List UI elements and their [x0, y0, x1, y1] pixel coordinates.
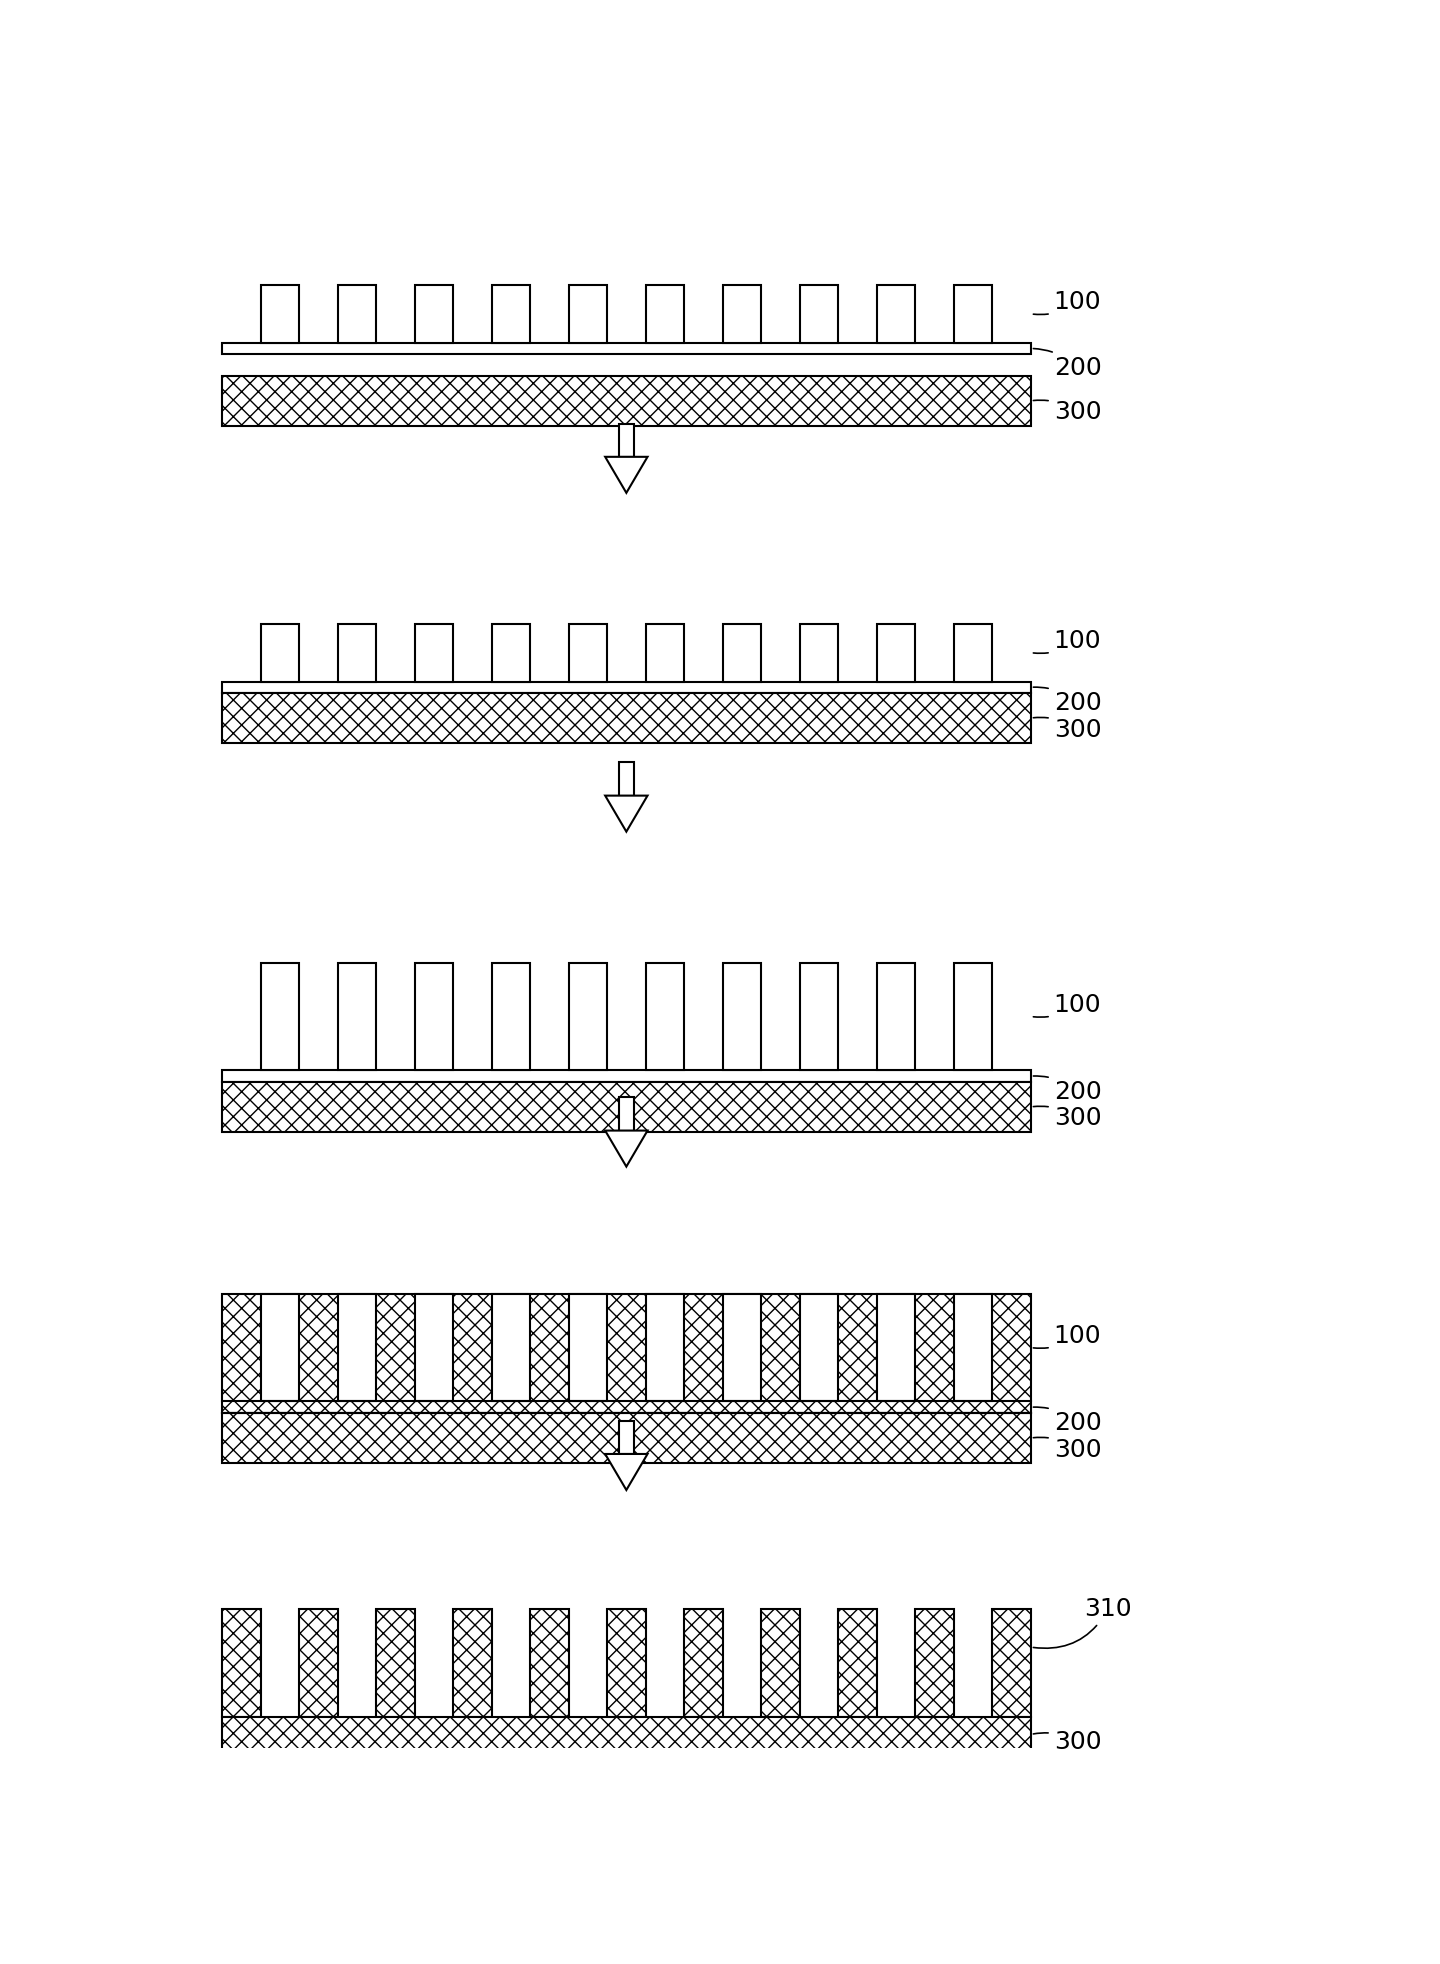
Bar	[877, 285, 914, 342]
Bar	[799, 1294, 838, 1402]
Bar	[530, 1609, 569, 1717]
Bar	[877, 625, 914, 682]
Text: 200: 200	[1034, 348, 1102, 379]
Bar	[645, 962, 684, 1070]
Bar	[645, 625, 684, 682]
Bar	[619, 1420, 634, 1453]
Bar	[723, 962, 762, 1070]
Text: 200: 200	[1034, 1076, 1102, 1104]
Bar	[337, 1294, 376, 1402]
Bar	[261, 962, 300, 1070]
Bar	[953, 962, 992, 1070]
Bar	[261, 285, 300, 342]
Bar	[723, 285, 762, 342]
Bar	[222, 1082, 1031, 1131]
Bar	[415, 962, 454, 1070]
Bar	[337, 625, 376, 682]
Polygon shape	[605, 1131, 648, 1167]
Bar	[222, 1412, 1031, 1463]
Bar	[222, 1717, 1031, 1752]
Bar	[799, 625, 838, 682]
Bar	[261, 625, 300, 682]
Text: 300: 300	[1034, 1438, 1102, 1461]
Text: 310: 310	[1034, 1597, 1132, 1648]
Bar	[684, 1609, 723, 1717]
Bar	[608, 1609, 645, 1717]
Bar	[799, 285, 838, 342]
Bar	[953, 625, 992, 682]
Bar	[415, 285, 454, 342]
Bar	[877, 962, 914, 1070]
Bar	[222, 682, 1031, 693]
Bar	[222, 1070, 1031, 1082]
Bar	[222, 693, 1031, 742]
Text: 200: 200	[1034, 687, 1102, 715]
Bar	[838, 1609, 877, 1717]
Bar	[569, 285, 608, 342]
Bar	[300, 1609, 337, 1717]
Bar	[415, 1294, 454, 1402]
Text: 100: 100	[1034, 1324, 1102, 1347]
Text: 100: 100	[1034, 994, 1102, 1017]
Bar	[415, 625, 454, 682]
Text: 300: 300	[1034, 1106, 1102, 1131]
Text: 100: 100	[1034, 628, 1102, 654]
Bar	[491, 962, 530, 1070]
Polygon shape	[605, 1453, 648, 1491]
Bar	[799, 962, 838, 1070]
Bar	[337, 962, 376, 1070]
Bar	[877, 1294, 914, 1402]
Bar	[569, 1294, 608, 1402]
Bar	[914, 1609, 953, 1717]
Bar	[619, 424, 634, 458]
Bar	[619, 762, 634, 795]
Bar	[762, 1609, 799, 1717]
Text: 300: 300	[1034, 1730, 1102, 1754]
Polygon shape	[605, 458, 648, 493]
Bar	[222, 375, 1031, 426]
Text: 300: 300	[1034, 717, 1102, 742]
Text: 200: 200	[1034, 1406, 1102, 1434]
Bar	[645, 1294, 684, 1402]
Bar	[992, 1609, 1031, 1717]
Bar	[953, 1294, 992, 1402]
Bar	[454, 1609, 491, 1717]
Bar	[337, 285, 376, 342]
Bar	[222, 1609, 261, 1717]
Bar	[645, 285, 684, 342]
Bar	[491, 1294, 530, 1402]
Bar	[491, 285, 530, 342]
Polygon shape	[605, 795, 648, 831]
Text: 300: 300	[1034, 401, 1102, 424]
Bar	[723, 1294, 762, 1402]
Text: 100: 100	[1034, 291, 1102, 314]
Bar	[491, 625, 530, 682]
Bar	[222, 1294, 1031, 1412]
Bar	[376, 1609, 415, 1717]
Bar	[619, 1098, 634, 1131]
Bar	[723, 625, 762, 682]
Bar	[569, 625, 608, 682]
Bar	[222, 342, 1031, 354]
Bar	[569, 962, 608, 1070]
Bar	[261, 1294, 300, 1402]
Bar	[953, 285, 992, 342]
